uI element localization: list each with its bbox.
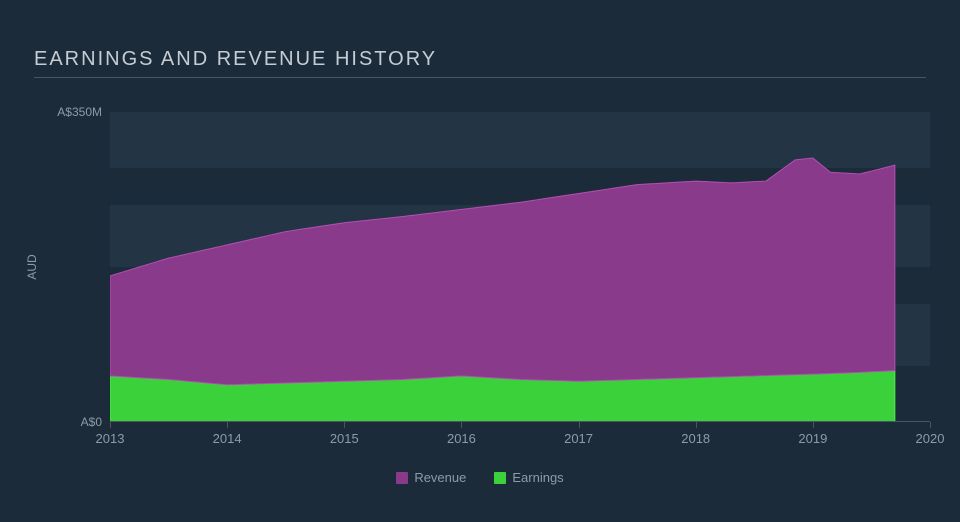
legend-label: Revenue	[414, 470, 466, 485]
legend: Revenue Earnings	[0, 470, 960, 489]
title-underline	[34, 77, 926, 78]
x-tick-label: 2018	[681, 431, 710, 446]
x-tick	[696, 422, 697, 428]
x-tick-label: 2013	[96, 431, 125, 446]
x-tick	[579, 422, 580, 428]
chart-plot-area: A$0A$350M AUD 20132014201520162017201820…	[110, 112, 930, 422]
y-tick-label: A$0	[81, 415, 102, 429]
x-tick	[344, 422, 345, 428]
x-tick	[110, 422, 111, 428]
x-tick-label: 2016	[447, 431, 476, 446]
area-series-svg	[110, 112, 930, 422]
x-tick	[227, 422, 228, 428]
legend-item: Revenue	[396, 470, 466, 485]
x-tick-label: 2019	[798, 431, 827, 446]
x-tick-label: 2014	[213, 431, 242, 446]
x-axis-line	[110, 421, 930, 422]
chart-header: EARNINGS AND REVENUE HISTORY	[34, 48, 926, 78]
legend-swatch	[396, 472, 408, 484]
x-tick-label: 2020	[916, 431, 945, 446]
x-tick-label: 2015	[330, 431, 359, 446]
legend-item: Earnings	[494, 470, 563, 485]
x-tick	[930, 422, 931, 428]
x-tick-label: 2017	[564, 431, 593, 446]
y-axis-label: AUD	[25, 254, 39, 279]
legend-swatch	[494, 472, 506, 484]
area-revenue	[110, 158, 895, 385]
legend-label: Earnings	[512, 470, 563, 485]
y-tick-label: A$350M	[57, 105, 102, 119]
chart-title: EARNINGS AND REVENUE HISTORY	[34, 48, 926, 77]
x-tick	[461, 422, 462, 428]
x-tick	[813, 422, 814, 428]
